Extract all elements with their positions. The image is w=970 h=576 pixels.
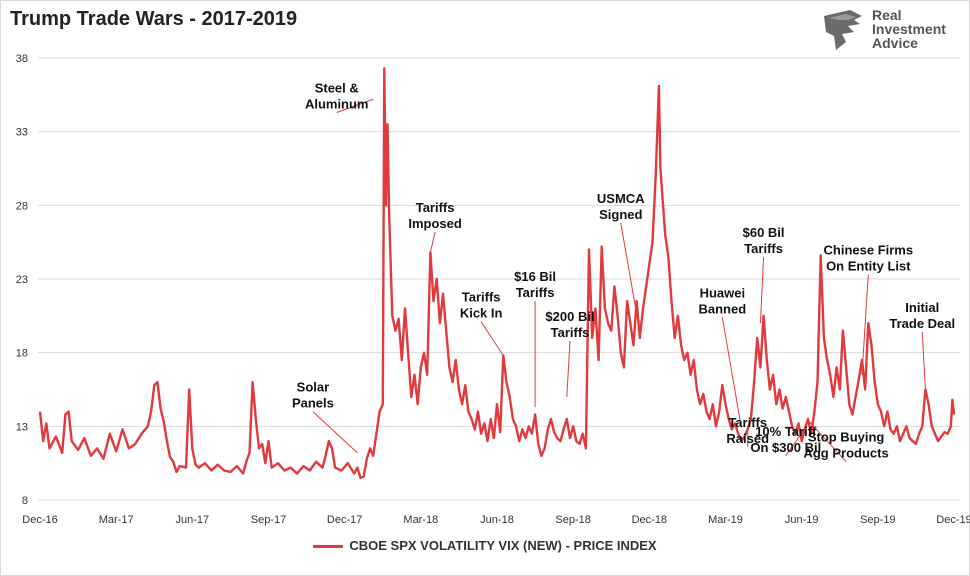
annotation-label: Tariffs [728, 415, 767, 430]
annotation-label: Huawei [700, 285, 746, 300]
annotation-label: On Entity List [826, 259, 911, 274]
annotation-label: Signed [599, 207, 642, 222]
x-tick-label: Dec-17 [327, 514, 362, 526]
annotation-leader [785, 426, 807, 457]
x-tick-label: Jun-17 [176, 514, 210, 526]
brand-line-3: Advice [872, 35, 918, 51]
annotation-label: Tariffs [462, 290, 501, 305]
annotation-label: $200 Bil [545, 309, 594, 324]
annotation-leader [721, 317, 742, 428]
chart-title: Trump Trade Wars - 2017-2019 [10, 8, 298, 30]
legend: CBOE SPX VOLATILITY VIX (NEW) - PRICE IN… [0, 538, 970, 553]
x-tick-label: Mar-17 [99, 514, 134, 526]
annotation-label: Raised [726, 431, 769, 446]
x-tick-label: Jun-18 [480, 514, 514, 526]
annotation-label: Solar [297, 380, 330, 395]
x-tick-label: Sep-17 [251, 514, 286, 526]
x-tick-label: Mar-18 [403, 514, 438, 526]
x-tick-label: Jun-19 [785, 514, 819, 526]
y-tick-label: 18 [16, 348, 28, 360]
annotation-leader [429, 231, 436, 253]
annotation-label: Tariffs [516, 285, 555, 300]
y-tick-label: 38 [16, 53, 28, 65]
annotation-leader [861, 274, 869, 375]
x-tick-label: Dec-18 [632, 514, 667, 526]
series-line [38, 67, 956, 480]
annotation-label: Trade Deal [889, 316, 955, 331]
annotation-label: Initial [905, 300, 939, 315]
y-tick-label: 28 [16, 200, 28, 212]
annotation-label: Aluminum [305, 97, 369, 112]
x-tick-label: Dec-16 [22, 514, 57, 526]
annotation-label: Steel & [315, 81, 359, 96]
brand-name: Real Investment Advice [872, 8, 946, 50]
brand-logo: Real Investment Advice [820, 6, 960, 54]
annotation-leader [809, 421, 847, 463]
annotation-label: Agg Products [803, 446, 888, 461]
annotation-label: $16 Bil [514, 269, 556, 284]
annotation-label: Panels [292, 396, 334, 411]
y-tick-label: 33 [16, 127, 28, 139]
annotation-label: Stop Buying [808, 430, 885, 445]
brand-line-2: Investment [872, 21, 946, 37]
annotation-label: Tariffs [416, 200, 455, 215]
annotation-leader [759, 256, 765, 324]
annotation-label: Tariffs [551, 325, 590, 340]
annotation-label: Tariffs [744, 241, 783, 256]
y-tick-label: 23 [16, 274, 28, 286]
annotation-label: Chinese Firms [824, 243, 914, 258]
eagle-icon [824, 10, 862, 50]
y-tick-label: 13 [16, 421, 28, 433]
x-tick-label: Mar-19 [708, 514, 743, 526]
x-tick-label: Sep-18 [555, 514, 590, 526]
annotation-label: 10% Tariff [755, 424, 817, 439]
annotation-label: On $300 Bil [750, 440, 821, 455]
annotation-leader [921, 332, 926, 390]
annotation-leader [620, 222, 641, 333]
legend-swatch [313, 545, 344, 549]
annotation-leader [480, 321, 504, 356]
x-tick-label: Sep-19 [860, 514, 895, 526]
annotation-leader [566, 340, 571, 397]
annotation-label: USMCA [597, 191, 645, 206]
legend-label: CBOE SPX VOLATILITY VIX (NEW) - PRICE IN… [349, 538, 657, 553]
annotation-label: Kick In [460, 306, 503, 321]
x-tick-label: Dec-19 [936, 514, 970, 526]
annotation-label: Banned [698, 301, 746, 316]
annotation-leader [312, 411, 358, 454]
brand-line-1: Real [872, 7, 902, 23]
annotation-leader [336, 98, 374, 113]
y-tick-label: 8 [22, 495, 28, 507]
annotation-label: $60 Bil [743, 225, 785, 240]
annotation-label: Imposed [408, 216, 462, 231]
